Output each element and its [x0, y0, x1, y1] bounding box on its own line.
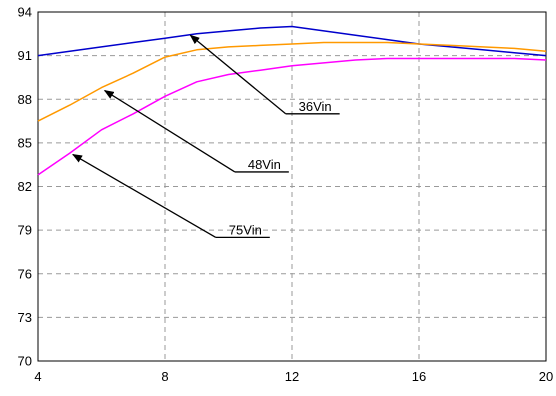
- y-tick-label: 76: [18, 266, 32, 281]
- annotation-arrow-36vin: [189, 34, 287, 115]
- x-tick-labels: 4 8 12 16 20: [34, 369, 553, 384]
- annotation-arrow-48vin: [103, 89, 236, 173]
- y-tick-labels: 70 73 76 79 82 85 88 91 94: [18, 5, 32, 369]
- y-tick-label: 82: [18, 179, 32, 194]
- annotation-label-48vin: 48Vin: [248, 157, 281, 172]
- plot-frame: [37, 11, 547, 362]
- annotation-label-75vin: 75Vin: [229, 222, 262, 237]
- series-line-36vin: [37, 25, 547, 57]
- annotations: 36Vin 48Vin 75Vin: [72, 34, 340, 239]
- x-tick-label: 16: [412, 369, 426, 384]
- y-tick-label: 70: [18, 354, 32, 369]
- x-tick-label: 4: [34, 369, 41, 384]
- y-tick-label: 73: [18, 310, 32, 325]
- series-line-48vin: [37, 41, 547, 122]
- y-tick-label: 88: [18, 92, 32, 107]
- series-lines: [37, 25, 547, 176]
- x-tick-label: 20: [539, 369, 553, 384]
- x-tick-label: 8: [161, 369, 168, 384]
- annotation-label-36vin: 36Vin: [299, 99, 332, 114]
- y-tick-label: 94: [18, 5, 32, 20]
- x-tick-label: 12: [285, 369, 299, 384]
- annotation-arrow-75vin: [72, 153, 217, 238]
- y-tick-label: 91: [18, 48, 32, 63]
- y-tick-label: 85: [18, 135, 32, 150]
- grid: [38, 12, 546, 361]
- y-tick-label: 79: [18, 223, 32, 238]
- series-line-75vin: [37, 57, 547, 176]
